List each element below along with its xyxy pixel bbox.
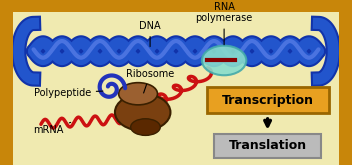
Text: RNA
polymerase: RNA polymerase — [195, 2, 253, 45]
Text: Transcription: Transcription — [222, 94, 314, 107]
Ellipse shape — [131, 119, 160, 135]
Ellipse shape — [202, 46, 246, 75]
Text: Translation: Translation — [228, 139, 307, 152]
Text: mRNA: mRNA — [33, 122, 71, 135]
Text: Ribosome: Ribosome — [126, 69, 174, 93]
FancyBboxPatch shape — [6, 5, 346, 165]
FancyBboxPatch shape — [214, 133, 321, 158]
Text: Polypeptide: Polypeptide — [33, 88, 103, 98]
Text: DNA: DNA — [139, 21, 161, 47]
Ellipse shape — [119, 83, 157, 105]
FancyBboxPatch shape — [207, 87, 329, 113]
Ellipse shape — [115, 94, 170, 131]
